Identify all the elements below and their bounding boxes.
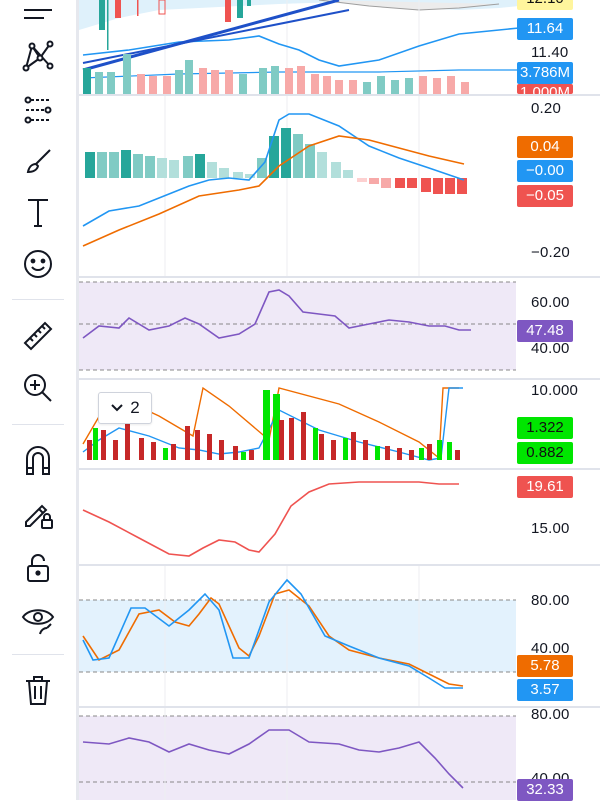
rsi-axis-top: 60.00 — [531, 294, 570, 311]
hist-plot — [82, 386, 463, 461]
panel-divider[interactable] — [79, 378, 600, 380]
lock-drawing-icon[interactable] — [14, 492, 62, 536]
macd-panel[interactable]: 0.20 0.04 −0.00 −0.05 −0.20 — [79, 96, 600, 276]
panel-divider[interactable] — [79, 94, 600, 96]
panel-divider[interactable] — [79, 564, 600, 566]
eye-brush-icon[interactable] — [14, 598, 62, 642]
volume-tag: 3.786M — [517, 62, 573, 84]
collapsed-count: 2 — [130, 398, 140, 417]
macd-axis-bottom: −0.20 — [531, 244, 570, 261]
hist-value-tag-1: 1.322 — [517, 417, 573, 439]
chevron-down-icon — [111, 404, 123, 412]
stoch-panel[interactable]: 80.00 40.00 5.78 3.57 — [79, 566, 600, 706]
collapsed-indicators-button[interactable]: 2 — [98, 392, 152, 424]
price-last-tag: 11.64 — [517, 18, 573, 40]
chart-area[interactable]: 12.10 11.64 11.40 3.786M 1.000M — [76, 0, 600, 801]
red-line-plot — [82, 481, 459, 557]
panel-divider[interactable] — [79, 706, 600, 708]
trash-icon[interactable] — [14, 668, 62, 712]
macd-histogram — [85, 128, 467, 194]
drawing-toolbar — [0, 0, 76, 800]
red-line-axis-bottom: 15.00 — [531, 520, 570, 537]
red-line-panel[interactable]: 19.61 15.00 — [79, 470, 600, 564]
stoch-k-tag: 3.57 — [517, 679, 573, 701]
unlock-icon[interactable] — [14, 546, 62, 590]
crosshair-lines-icon[interactable] — [14, 0, 62, 36]
price-panel[interactable]: 12.10 11.64 11.40 3.786M 1.000M — [79, 0, 600, 94]
hist-axis-top: 10.000 — [531, 382, 579, 399]
macd-axis-top: 0.20 — [531, 100, 561, 117]
text-tool-icon[interactable] — [14, 190, 62, 234]
price-axis-label: 11.40 — [531, 44, 569, 61]
rsi-panel[interactable]: 60.00 47.48 40.00 — [79, 278, 600, 378]
hist-bars — [87, 390, 460, 460]
bottom-axis-top: 80.00 — [531, 706, 570, 723]
stoch-axis-top: 80.00 — [531, 592, 570, 609]
panel-divider[interactable] — [79, 468, 600, 470]
toolbar-divider — [12, 424, 64, 425]
hist-panel[interactable]: 10.000 1.322 0.882 — [79, 380, 600, 468]
stoch-axis-mid: 40.00 — [531, 640, 570, 657]
price-volume-bars — [83, 54, 469, 94]
bottom-value-tag: 32.33 — [517, 779, 573, 801]
macd-hist-tag: −0.05 — [517, 185, 573, 207]
stoch-d-tag: 5.78 — [517, 655, 573, 677]
bottom-oscillator-plot — [79, 708, 516, 800]
panel-divider[interactable] — [79, 276, 600, 278]
toolbar-divider — [12, 299, 64, 300]
emoji-icon[interactable] — [14, 242, 62, 286]
rsi-axis-bottom: 40.00 — [531, 340, 570, 357]
pattern-tool-icon[interactable] — [14, 34, 62, 78]
price-plot — [79, 0, 520, 94]
macd-line-tag: −0.00 — [517, 160, 573, 182]
brush-icon[interactable] — [14, 138, 62, 182]
prediction-tool-icon[interactable] — [14, 88, 62, 132]
magnet-icon[interactable] — [14, 438, 62, 482]
hist-value-tag-2: 0.882 — [517, 442, 573, 464]
rsi-plot — [79, 281, 516, 371]
zoom-in-icon[interactable] — [14, 366, 62, 410]
ruler-icon[interactable] — [14, 314, 62, 358]
price-top-cut-label: 12.10 — [517, 0, 573, 10]
bottom-oscillator-panel[interactable]: 80.00 40.00 32.33 — [79, 706, 600, 801]
toolbar-divider — [12, 654, 64, 655]
macd-plot — [82, 96, 467, 276]
rsi-value-tag: 47.48 — [517, 320, 573, 342]
volume-ma-tag: 1.000M — [517, 84, 573, 94]
macd-signal-tag: 0.04 — [517, 136, 573, 158]
stoch-plot — [79, 566, 516, 706]
red-line-value-tag: 19.61 — [517, 476, 573, 498]
